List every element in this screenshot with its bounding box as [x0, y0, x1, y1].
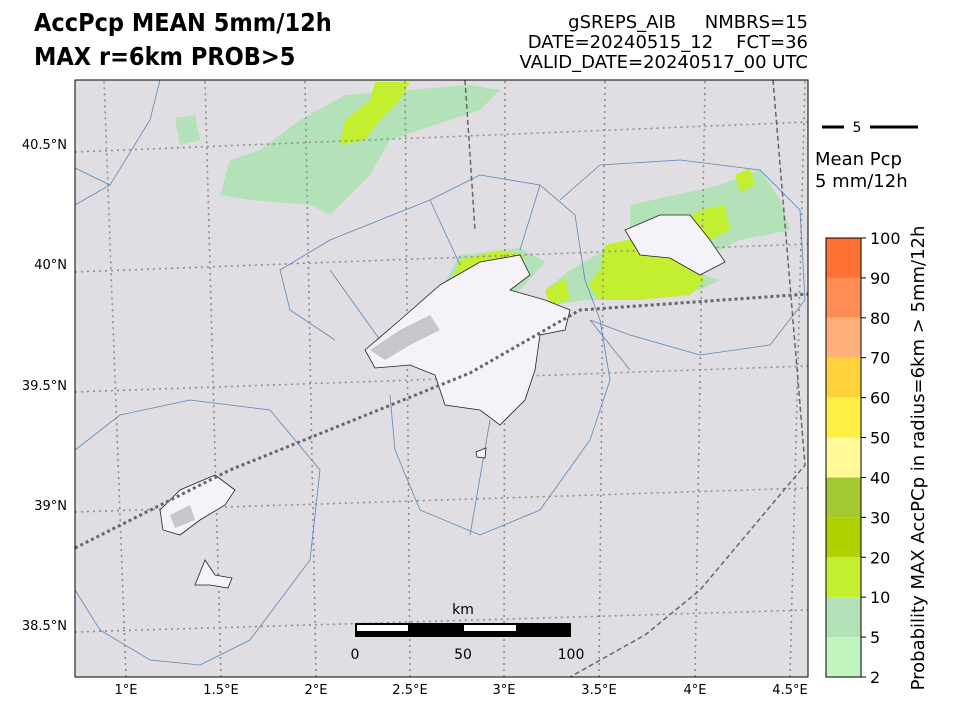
colorbar-tick-label: 100 — [870, 229, 901, 248]
lon-label: 4°E — [683, 683, 707, 698]
map-frame — [74, 79, 809, 678]
prob-area — [340, 82, 755, 305]
lat-label: 40.5°N — [21, 138, 67, 153]
legend-title: Mean Pcp — [815, 149, 902, 170]
colorbar-tick-label: 90 — [870, 269, 890, 288]
lon-label: 1°E — [114, 683, 138, 698]
legend-title: 5 mm/12h — [815, 171, 908, 192]
lon-label: 3°E — [492, 683, 516, 698]
colorbar-tick-label: 10 — [870, 588, 890, 607]
lat-label: 38.5°N — [21, 619, 67, 634]
colorbar-tick-label: 70 — [870, 349, 890, 368]
scale-bar: km 0 50 100 — [351, 602, 585, 663]
island — [159, 214, 726, 589]
lon-label: 1.5°E — [203, 683, 239, 698]
colorbar-tick-label: 40 — [870, 468, 890, 487]
border-line — [464, 80, 806, 677]
prob-area — [170, 315, 440, 528]
colorbar-frame — [825, 237, 862, 678]
lat-label: 39°N — [34, 499, 67, 514]
scale-label: 50 — [454, 647, 472, 663]
lon-label: 4.5°E — [772, 683, 808, 698]
legend: 5 Mean Pcp 5 mm/12h — [815, 120, 918, 192]
colorbar-bin — [826, 397, 861, 438]
scale-unit: km — [452, 602, 474, 618]
colorbar-bin — [826, 517, 861, 558]
colorbar-tick-label: 80 — [870, 309, 890, 328]
lon-label: 3.5°E — [581, 683, 617, 698]
legend-contour-label: 5 — [853, 120, 862, 136]
info-line: gSREPS_AIB NMBRS=15 — [568, 12, 808, 33]
scale-label: 100 — [558, 647, 585, 663]
colorbar-bin — [826, 477, 861, 518]
map-background — [75, 80, 808, 677]
colorbar-tick-label: 50 — [870, 429, 890, 448]
title-line: AccPcp MEAN 5mm/12h — [34, 8, 332, 37]
colorbar-tick-label: 5 — [870, 628, 880, 647]
lon-label: 2.5°E — [392, 683, 428, 698]
colorbar-bin — [826, 557, 861, 598]
colorbar-tick-label: 2 — [870, 668, 880, 687]
info-line: DATE=20240515_12 FCT=36 — [527, 32, 808, 53]
colorbar-bin — [826, 357, 861, 398]
colorbar: 2 5 10 20 30 40 50 60 70 80 90 100 — [825, 229, 901, 687]
colorbar-bin — [826, 277, 861, 318]
lat-label: 40°N — [34, 258, 67, 273]
title-line: MAX r=6km PROB>5 — [34, 42, 296, 71]
colorbar-bin — [826, 317, 861, 358]
graticule — [75, 80, 808, 677]
colorbar-bin — [826, 637, 861, 677]
colorbar-tick-label: 20 — [870, 548, 890, 567]
lat-label: 39.5°N — [21, 379, 67, 394]
info-line: VALID_DATE=20240517_00 UTC — [519, 52, 808, 73]
scale-label: 0 — [351, 647, 360, 663]
colorbar-bin — [826, 597, 861, 638]
colorbar-tick-label: 30 — [870, 508, 890, 527]
lon-label: 2°E — [304, 683, 328, 698]
colorbar-tick-label: 60 — [870, 389, 890, 408]
boundary — [75, 80, 806, 666]
colorbar-bin — [826, 437, 861, 478]
colorbar-label: Probability MAX AccPCp in radius=6km > 5… — [908, 226, 929, 691]
border-line — [75, 292, 808, 550]
prob-area — [175, 85, 790, 305]
colorbar-bin — [826, 238, 861, 278]
